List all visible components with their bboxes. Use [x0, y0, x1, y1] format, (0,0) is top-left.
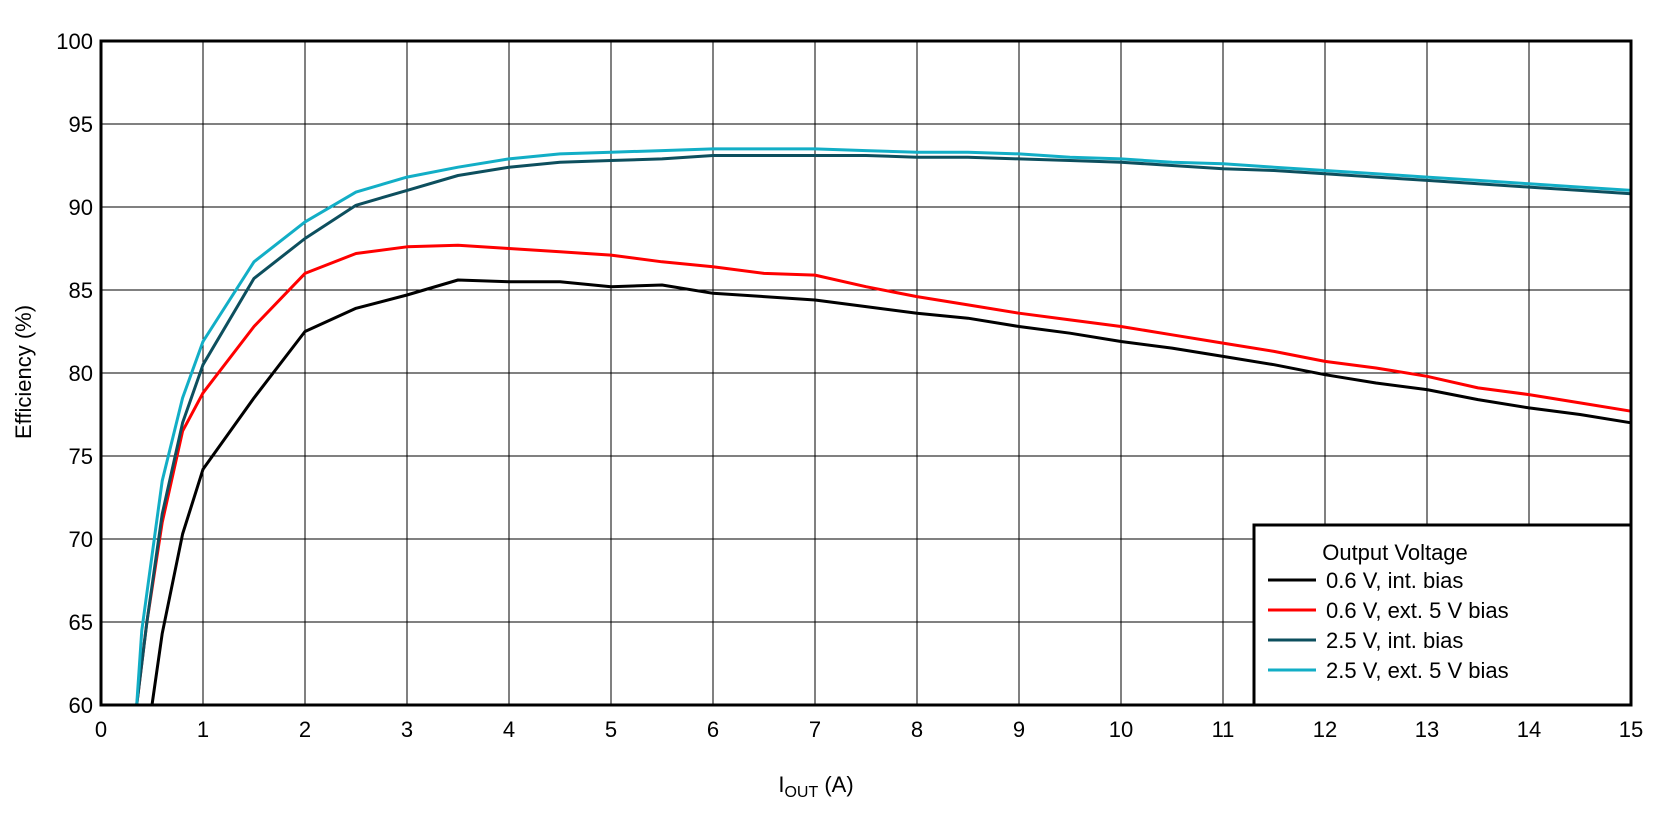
legend-entry-label: 0.6 V, int. bias — [1326, 568, 1463, 593]
plot-frame — [99, 39, 1633, 707]
y-tick-label: 95 — [69, 112, 93, 137]
x-tick-label: 8 — [911, 717, 923, 742]
series-layer — [135, 147, 1632, 706]
x-tick-label: 3 — [401, 717, 413, 742]
x-tick-label: 2 — [299, 717, 311, 742]
legend-entry-label: 0.6 V, ext. 5 V bias — [1326, 598, 1509, 623]
legend-box — [1252, 523, 1633, 707]
x-tick-label: 4 — [503, 717, 515, 742]
x-tick-label: 1 — [197, 717, 209, 742]
series-line-4 — [135, 147, 1632, 706]
y-tick-label: 90 — [69, 195, 93, 220]
tick-labels: 0 1 2 3 4 5 6 7 8 9 10 11 12 13 14 15606570758085909510… — [56, 29, 1643, 742]
legend-entry-label: 2.5 V, ext. 5 V bias — [1326, 658, 1509, 683]
legend: Output Voltage 0.6 V, int. bias 0.6 V, ex… — [1252, 523, 1633, 707]
legend-title: Output Voltage — [1322, 540, 1468, 565]
y-tick-label: 60 — [69, 693, 93, 718]
x-tick-label: 5 — [605, 717, 617, 742]
x-tick-label: 0 — [95, 717, 107, 742]
x-tick-label: 7 — [809, 717, 821, 742]
y-tick-label: 75 — [69, 444, 93, 469]
y-tick-label: 85 — [69, 278, 93, 303]
y-tick-label: 80 — [69, 361, 93, 386]
y-tick-label: 65 — [69, 610, 93, 635]
x-tick-label: 15 — [1619, 717, 1643, 742]
x-tick-label: 10 — [1109, 717, 1133, 742]
y-tick-label: 70 — [69, 527, 93, 552]
y-axis-title: Efficiency (%) — [11, 305, 36, 439]
x-tick-label: 9 — [1013, 717, 1025, 742]
x-tick-label: 12 — [1313, 717, 1337, 742]
y-tick-label: 100 — [56, 29, 93, 54]
legend-entry-label: 2.5 V, int. bias — [1326, 628, 1463, 653]
x-axis-title: IOUT (A) — [778, 772, 853, 801]
x-tick-label: 6 — [707, 717, 719, 742]
x-tick-label: 13 — [1415, 717, 1439, 742]
x-tick-label: 11 — [1212, 717, 1235, 742]
series-line-3 — [135, 154, 1632, 706]
legend-entries: 0.6 V, int. bias 0.6 V, ext. 5 V bias 2.5 … — [1268, 568, 1509, 683]
x-tick-label: 14 — [1517, 717, 1541, 742]
series-line-1 — [150, 278, 1632, 706]
series-line-2 — [135, 243, 1632, 706]
